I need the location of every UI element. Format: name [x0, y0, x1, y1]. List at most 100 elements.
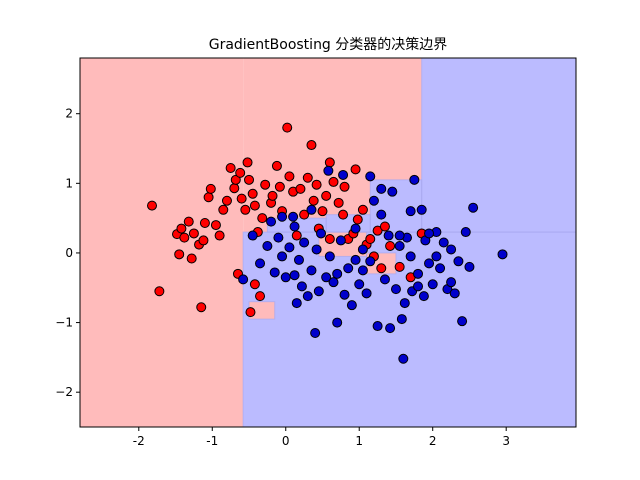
- point-class1-33: [368, 195, 379, 206]
- point-class0-27: [247, 188, 258, 199]
- point-class1-23: [332, 317, 343, 328]
- scatter-points: [147, 122, 508, 364]
- point-class1-80: [311, 244, 322, 255]
- point-class0-51: [328, 176, 339, 187]
- point-class0-43: [302, 172, 313, 183]
- point-class0-30: [257, 213, 268, 224]
- point-class0-73: [350, 164, 361, 175]
- point-class0-57: [357, 204, 368, 215]
- point-class0-42: [299, 209, 310, 220]
- point-class0-63: [379, 221, 390, 232]
- point-class1-3: [262, 240, 273, 251]
- point-class1-72: [289, 221, 300, 232]
- point-class0-45: [308, 195, 319, 206]
- point-class1-22: [328, 277, 339, 288]
- point-class1-41: [394, 240, 405, 251]
- point-class1-56: [438, 237, 449, 248]
- point-class0-18: [221, 195, 232, 206]
- decision-region-4: [421, 58, 576, 233]
- point-class0-9: [174, 249, 185, 260]
- point-class0-38: [284, 171, 295, 182]
- point-class0-4: [179, 232, 190, 243]
- point-class1-39: [387, 186, 398, 197]
- point-class0-33: [267, 190, 278, 201]
- point-class1-40: [390, 284, 401, 295]
- decision-region-0: [80, 58, 244, 427]
- point-class0-41: [295, 183, 306, 194]
- point-class1-66: [405, 206, 416, 217]
- point-class1-74: [306, 204, 317, 215]
- decision-region-10: [249, 301, 275, 320]
- point-class1-28: [350, 254, 361, 265]
- point-class1-76: [396, 314, 407, 325]
- point-class1-78: [431, 251, 442, 262]
- point-class1-70: [338, 169, 349, 180]
- x-axis-ticks: -2 -1 0 1 2 3: [133, 427, 510, 448]
- point-class1-84: [291, 298, 302, 309]
- point-class1-37: [383, 230, 394, 241]
- plot-frame: [79, 57, 577, 428]
- point-class1-2: [255, 258, 266, 269]
- point-class1-61: [457, 316, 468, 327]
- point-class1-60: [453, 256, 464, 267]
- point-class1-29: [354, 279, 365, 290]
- point-class1-19: [316, 228, 327, 239]
- point-class1-49: [416, 204, 427, 215]
- point-class0-10: [186, 253, 197, 264]
- point-class0-5: [183, 216, 194, 227]
- y-tick-label: 1: [65, 176, 73, 190]
- point-class1-30: [357, 244, 368, 255]
- point-class1-71: [323, 165, 334, 176]
- point-class1-81: [332, 268, 343, 279]
- point-class1-53: [427, 279, 438, 290]
- point-class0-17: [218, 204, 229, 215]
- point-class0-46: [311, 179, 322, 190]
- point-class1-4: [266, 216, 277, 227]
- decision-region-6: [326, 214, 371, 233]
- point-class0-1: [154, 286, 165, 297]
- point-class1-7: [277, 251, 288, 262]
- point-class0-26: [244, 174, 255, 185]
- point-class0-44: [306, 140, 317, 151]
- point-class1-48: [413, 268, 424, 279]
- point-class1-67: [394, 230, 405, 241]
- point-class0-0: [147, 200, 158, 211]
- point-class1-45: [405, 251, 416, 262]
- faint-tree-boundaries: [242, 58, 576, 427]
- point-class0-25: [242, 157, 253, 168]
- point-class0-65: [394, 261, 405, 272]
- point-class1-59: [449, 288, 460, 299]
- point-class0-14: [205, 183, 216, 194]
- point-class0-53: [338, 209, 349, 220]
- point-class1-64: [468, 202, 479, 213]
- point-class0-35: [274, 181, 285, 192]
- point-class0-61: [372, 225, 383, 236]
- point-class0-68: [249, 279, 260, 290]
- point-class1-11: [289, 270, 300, 281]
- point-class0-62: [376, 263, 387, 274]
- chart-title: GradientBoosting 分类器的决策边界: [209, 36, 448, 53]
- point-class0-28: [249, 200, 260, 211]
- point-class0-40: [291, 230, 302, 241]
- point-class1-6: [273, 232, 284, 243]
- point-class1-16: [306, 265, 317, 276]
- point-class1-38: [385, 323, 396, 334]
- point-class1-65: [497, 249, 508, 260]
- point-class1-58: [446, 244, 457, 255]
- point-class1-47: [409, 174, 420, 185]
- point-class0-11: [196, 302, 207, 313]
- point-class0-31: [260, 179, 271, 190]
- point-class0-6: [188, 228, 199, 239]
- point-class1-79: [365, 256, 376, 267]
- point-class0-64: [385, 240, 396, 251]
- point-class1-83: [446, 277, 457, 288]
- point-class0-56: [352, 214, 363, 225]
- point-class1-1: [247, 230, 258, 241]
- point-class0-15: [210, 220, 221, 231]
- point-class1-62: [460, 227, 471, 238]
- point-class1-17: [310, 328, 321, 339]
- point-class1-35: [376, 209, 387, 220]
- point-class1-77: [424, 228, 435, 239]
- point-class1-27: [346, 300, 357, 311]
